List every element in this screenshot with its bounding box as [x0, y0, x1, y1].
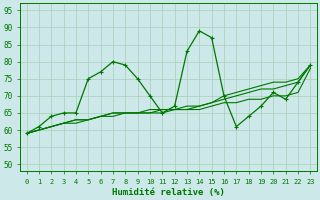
X-axis label: Humidité relative (%): Humidité relative (%): [112, 188, 225, 197]
